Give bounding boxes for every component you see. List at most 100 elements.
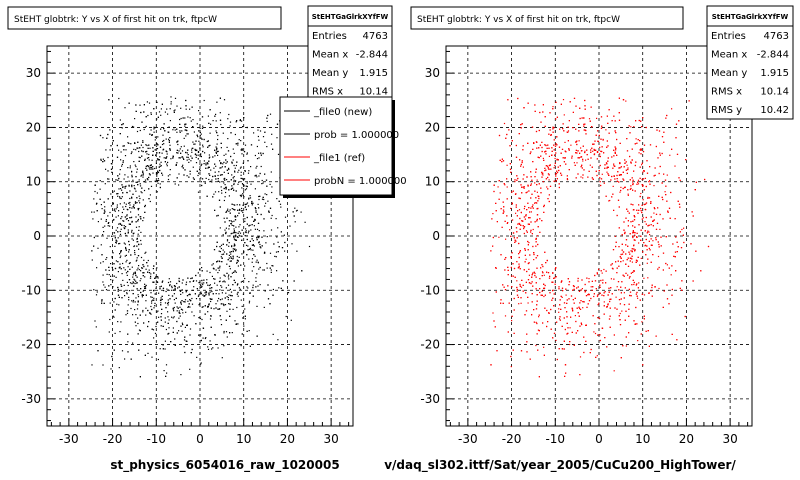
scatter-point [590, 106, 592, 108]
scatter-point [539, 111, 541, 114]
scatter-point [272, 294, 274, 296]
scatter-point [182, 279, 184, 281]
scatter-point [111, 257, 113, 259]
scatter-point [541, 220, 543, 222]
scatter-point [134, 282, 136, 285]
scatter-point [553, 127, 555, 129]
scatter-point [259, 284, 261, 286]
scatter-point [244, 220, 246, 222]
scatter-point [544, 170, 546, 172]
scatter-point [564, 375, 566, 377]
scatter-point [177, 287, 179, 289]
scatter-point [248, 230, 250, 232]
scatter-point [597, 334, 599, 336]
scatter-point [220, 247, 222, 250]
scatter-point [646, 160, 648, 162]
scatter-point [539, 278, 541, 280]
scatter-point [193, 286, 195, 288]
scatter-point [544, 284, 546, 287]
scatter-points [91, 96, 311, 378]
scatter-point [512, 263, 514, 265]
scatter-point [640, 210, 642, 212]
scatter-point [248, 197, 250, 199]
scatter-point [134, 273, 136, 275]
scatter-point [566, 178, 568, 180]
scatter-point [678, 203, 681, 205]
scatter-point [241, 229, 243, 231]
scatter-point [205, 292, 208, 294]
scatter-point [258, 268, 260, 270]
scatter-point [243, 151, 246, 153]
scatter-point [552, 281, 554, 283]
scatter-point [160, 161, 162, 163]
scatter-point [540, 187, 542, 189]
scatter-point [653, 185, 655, 187]
scatter-point [199, 283, 201, 285]
scatter-point [671, 108, 673, 110]
scatter-point [547, 321, 549, 323]
scatter-point [278, 246, 280, 248]
scatter-point [522, 145, 524, 147]
scatter-point [562, 123, 564, 125]
scatter-point [575, 177, 577, 179]
scatter-point [250, 183, 252, 185]
scatter-point [129, 262, 131, 264]
scatter-point [515, 240, 517, 242]
x-tick-label: -30 [59, 432, 79, 446]
scatter-point [201, 279, 203, 282]
scatter-point [629, 132, 631, 134]
scatter-point [559, 304, 561, 306]
scatter-point [219, 227, 221, 229]
scatter-point [656, 222, 659, 224]
scatter-point [221, 357, 223, 359]
scatter-point [223, 304, 225, 307]
scatter-point [267, 114, 269, 117]
scatter-point [554, 283, 556, 285]
scatter-point [233, 228, 235, 230]
scatter-point [604, 164, 606, 166]
scatter-point [131, 238, 133, 240]
scatter-point [199, 170, 201, 172]
scatter-point [534, 110, 536, 112]
scatter-point [228, 189, 230, 191]
scatter-point [138, 150, 140, 153]
scatter-point [225, 188, 227, 190]
scatter-point [131, 186, 133, 188]
scatter-point [196, 288, 198, 290]
scatter-point [185, 99, 187, 102]
scatter-point [575, 332, 577, 334]
scatter-point [242, 188, 245, 190]
scatter-point [107, 156, 109, 159]
scatter-point [112, 219, 115, 221]
scatter-point [579, 302, 581, 304]
scatter-point [132, 179, 134, 181]
scatter-point [102, 281, 104, 283]
scatter-point [256, 305, 258, 307]
scatter-point [539, 231, 541, 233]
scatter-point [241, 153, 243, 155]
scatter-point [197, 136, 199, 138]
scatter-point [121, 216, 123, 218]
scatter-point [626, 164, 628, 166]
x-tick-label: 0 [196, 432, 204, 446]
scatter-point [555, 180, 557, 182]
scatter-point [96, 210, 98, 212]
scatter-point [603, 301, 605, 303]
scatter-point [668, 207, 671, 209]
scatter-point [631, 177, 633, 179]
scatter-point [155, 145, 158, 147]
scatter-point [226, 179, 228, 181]
scatter-point [128, 223, 130, 225]
scatter-point [225, 159, 227, 161]
scatter-point [627, 168, 629, 171]
scatter-point [567, 130, 570, 132]
scatter-point [603, 182, 605, 184]
scatter-point [136, 282, 138, 284]
scatter-point [156, 311, 158, 313]
scatter-point [576, 152, 578, 154]
scatter-point [214, 115, 216, 117]
scatter-point [222, 249, 224, 251]
scatter-point [227, 138, 229, 140]
scatter-point [235, 190, 237, 192]
scatter-point [551, 150, 553, 152]
